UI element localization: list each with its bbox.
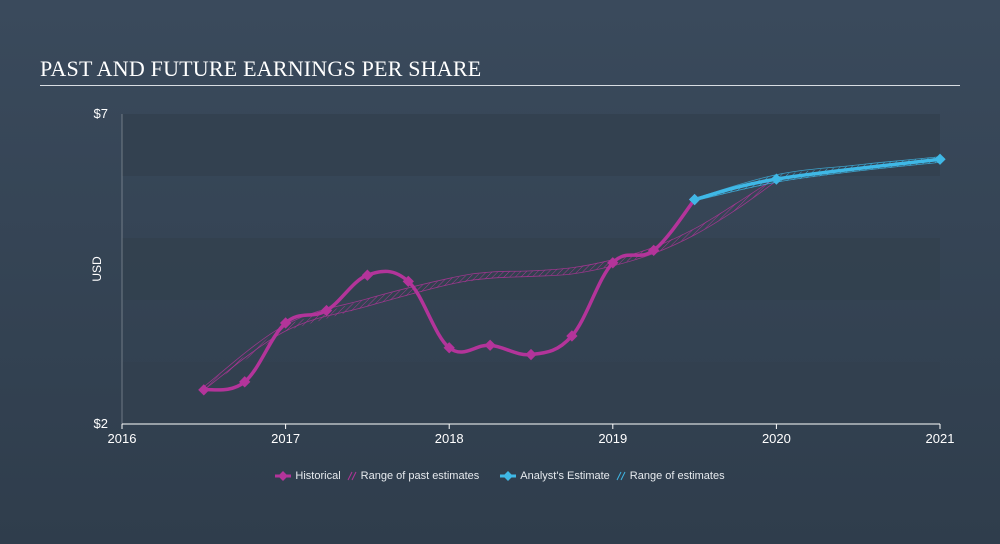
estimate-point-1: [770, 173, 783, 185]
past-range-hatch-icon: [347, 471, 357, 481]
y-axis-label: USD: [90, 256, 104, 282]
x-tick-label-2021: 2021: [926, 431, 955, 446]
historical-point-11: [648, 244, 660, 257]
y-tick-label-7: $7: [94, 106, 108, 121]
x-tick-label-2017: 2017: [271, 431, 300, 446]
historical-point-10: [607, 257, 619, 269]
estimate-swatch-icon: [500, 471, 517, 481]
legend: Historical Range of past estimates Analy…: [0, 466, 1000, 486]
grid-band-0: [122, 114, 940, 176]
x-tick-label-2019: 2019: [598, 431, 627, 446]
future-estimate-range-high: [694, 156, 941, 199]
past-estimate-range-low: [203, 180, 777, 391]
legend-past-range-label: Range of past estimates: [360, 470, 480, 482]
grid-band-2: [122, 362, 940, 424]
grid-bands: [122, 114, 940, 424]
legend-estimate[interactable]: Analyst's Estimate: [500, 470, 610, 482]
estimate-point-2: [934, 153, 946, 165]
x-tick-label-2018: 2018: [435, 431, 464, 446]
estimate-line: [692, 157, 942, 202]
chart-title: PAST AND FUTURE EARNINGS PER SHARE: [40, 56, 482, 81]
historical-point-7: [484, 339, 496, 351]
historical-point-5: [402, 275, 414, 288]
estimate-point-0: [688, 193, 701, 206]
historical-point-3: [320, 304, 333, 317]
historical-point-9: [566, 330, 578, 342]
legend-estimate-label: Analyst's Estimate: [520, 470, 610, 482]
historical-point-4: [361, 269, 374, 281]
historical-point-0: [198, 384, 210, 396]
axes: 2016 2017 2018 2019 2020 2021 $7 $2 USD: [90, 106, 954, 446]
legend-future-range-label: Range of estimates: [629, 470, 725, 482]
x-tick-label-2016: 2016: [108, 431, 137, 446]
legend-historical-label: Historical: [295, 470, 341, 482]
legend-past-range[interactable]: Range of past estimates: [347, 470, 480, 482]
future-estimate-range-low: [694, 161, 941, 202]
historical-swatch-icon: [275, 471, 292, 481]
legend-future-range[interactable]: Range of estimates: [616, 470, 725, 482]
title-divider: [40, 85, 960, 86]
series-markers: [198, 153, 946, 396]
historical-point-2: [279, 317, 292, 329]
legend-historical[interactable]: Historical: [275, 470, 341, 482]
grid-band-1: [122, 238, 940, 300]
historical-point-1: [239, 376, 251, 388]
historical-point-8: [525, 348, 537, 361]
historical-point-6: [443, 342, 455, 354]
x-tick-label-2020: 2020: [762, 431, 791, 446]
y-tick-label-2: $2: [94, 416, 108, 431]
future-range-hatch-icon: [616, 471, 626, 481]
